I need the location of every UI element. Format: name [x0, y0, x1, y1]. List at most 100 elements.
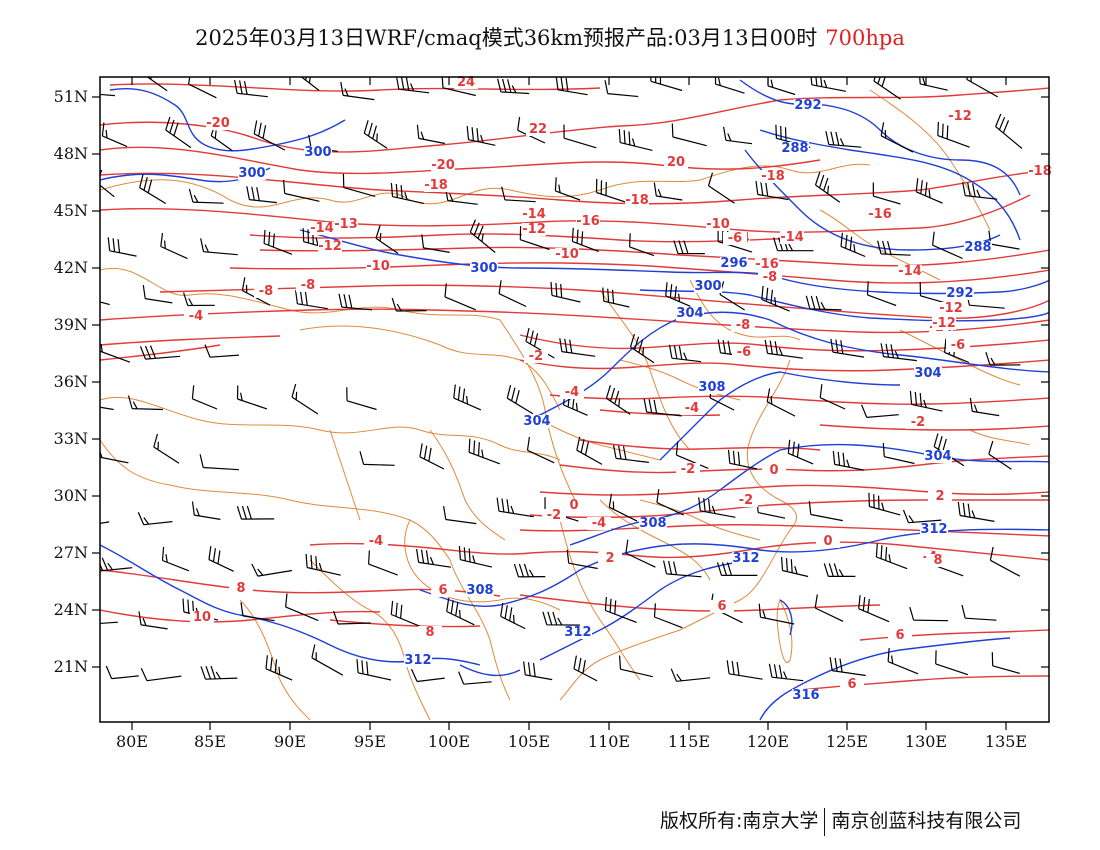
- wind-barb: [100, 406, 114, 411]
- wind-barb: [338, 293, 373, 311]
- temperature-contour-label: -16: [755, 257, 779, 272]
- wind-barb: [773, 237, 814, 252]
- temperature-contour-label: -13: [334, 217, 358, 232]
- temperature-contour-label: 22: [529, 122, 547, 137]
- wind-barb: [909, 606, 949, 622]
- wind-barb: [882, 443, 915, 465]
- wind-barb: [340, 81, 375, 101]
- wind-barb: [139, 345, 181, 360]
- wind-barb: [146, 77, 168, 92]
- wind-barb: [283, 179, 320, 202]
- temperature-contour-label: -10: [366, 259, 390, 274]
- temperature-contour-label: -4: [565, 385, 579, 400]
- lat-tick-label: 48N: [54, 144, 88, 163]
- temperature-contour-label: -2: [739, 493, 753, 508]
- wind-barb: [295, 290, 328, 310]
- wind-barb: [253, 120, 286, 151]
- wind-barb: [832, 450, 865, 471]
- wind-barb: [602, 287, 630, 308]
- lon-tick-label: 95E: [354, 732, 386, 751]
- wind-barb: [619, 655, 653, 678]
- wind-barbs: [100, 77, 1023, 685]
- wind-barb: [756, 499, 786, 519]
- wind-barb: [781, 556, 809, 578]
- wind-barb: [608, 493, 638, 522]
- wind-barb: [872, 182, 901, 205]
- temperature-contour-label: -6: [728, 231, 742, 246]
- wind-barb: [873, 77, 901, 100]
- wind-barb: [519, 226, 550, 251]
- geopotential-contour-label: 292: [946, 286, 973, 301]
- wind-barb: [650, 77, 683, 92]
- wind-barb: [625, 539, 656, 568]
- wind-barb: [501, 186, 536, 203]
- wind-barb: [937, 121, 970, 148]
- wind-barb: [138, 611, 168, 630]
- temperature-contour-label: 0: [769, 463, 778, 478]
- temperature-contour-label: 6: [717, 599, 726, 614]
- wind-barb: [160, 232, 188, 260]
- wind-barb: [877, 240, 911, 256]
- temperature-contour-label: 24: [457, 75, 475, 90]
- temperature-contour-label: 2: [605, 551, 614, 566]
- temperature-contour-label: -12: [318, 239, 342, 254]
- lon-tick-label: 105E: [508, 732, 550, 751]
- wind-barb: [932, 231, 963, 260]
- wind-barb: [496, 497, 534, 518]
- wind-barb: [830, 338, 865, 358]
- wind-barb: [576, 436, 603, 465]
- wind-barb: [101, 122, 128, 148]
- wind-barb: [251, 563, 293, 577]
- geopotential-contour-label: 308: [698, 380, 725, 395]
- wind-barb: [342, 173, 376, 197]
- wind-barb: [453, 384, 482, 411]
- temperature-contour-label: -12: [939, 301, 963, 316]
- wind-barb: [566, 549, 598, 570]
- wind-barb: [805, 295, 842, 311]
- wind-barb: [291, 383, 319, 415]
- geopotential-contour-label: 304: [523, 414, 550, 429]
- wind-barb: [142, 285, 173, 304]
- lon-tick-label: 135E: [985, 732, 1027, 751]
- wind-barb: [236, 385, 268, 410]
- wind-barb: [506, 384, 534, 415]
- geopotential-contour-label: 308: [466, 583, 493, 598]
- wind-barb: [550, 281, 581, 303]
- wind-barb: [671, 123, 707, 147]
- wind-barb: [919, 77, 948, 91]
- wind-barb: [656, 489, 684, 516]
- wind-barb: [707, 172, 735, 204]
- temperature-contour-label: -2: [681, 462, 695, 477]
- wind-barb: [961, 604, 997, 621]
- temperature-contour-label: -4: [685, 401, 699, 416]
- wind-barb: [605, 385, 631, 415]
- wind-barb: [234, 79, 268, 98]
- temperature-contour-label: -8: [736, 318, 750, 333]
- wind-barb: [829, 657, 866, 677]
- lat-tick-label: 30N: [54, 486, 88, 505]
- lat-tick-label: 36N: [54, 372, 88, 391]
- wind-barb: [810, 77, 847, 92]
- wind-barb: [840, 232, 866, 258]
- wind-barb: [523, 661, 553, 681]
- wind-barb: [761, 285, 790, 312]
- wind-barb: [419, 443, 445, 470]
- wind-barb: [246, 186, 277, 204]
- temperature-contour-label: 0: [823, 534, 832, 549]
- wind-barb: [573, 655, 598, 682]
- wind-barb: [183, 292, 215, 307]
- wind-barb: [517, 116, 546, 144]
- wind-barb: [305, 553, 341, 576]
- geopotential-contour-label: 300: [470, 261, 497, 276]
- wind-barb: [957, 501, 995, 522]
- wind-barb: [613, 444, 649, 463]
- wind-barb: [716, 562, 758, 576]
- wind-barb: [390, 600, 425, 629]
- wind-barb: [915, 178, 943, 204]
- temperature-contour-label: -20: [206, 116, 230, 131]
- wind-barb: [787, 439, 814, 465]
- wind-barb: [200, 665, 238, 680]
- wind-barb: [868, 492, 901, 516]
- wind-barb: [571, 227, 599, 252]
